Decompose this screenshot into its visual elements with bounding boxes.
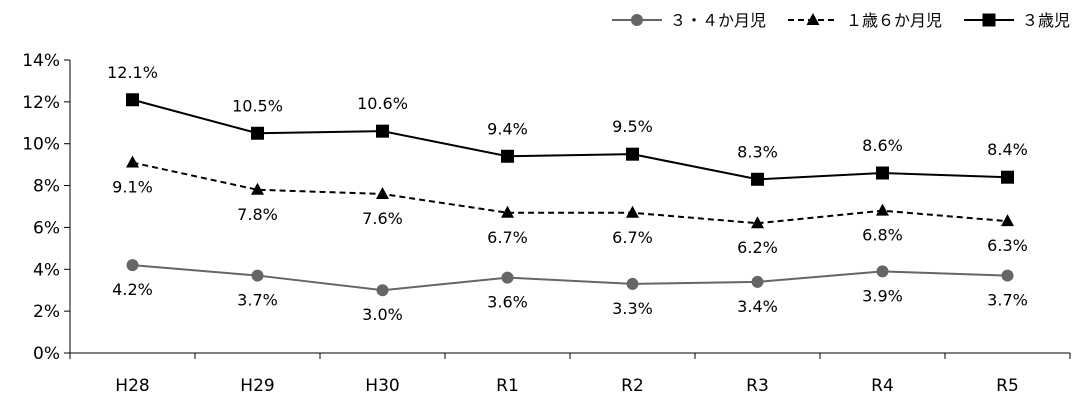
data-label: 8.3% [737, 142, 778, 161]
data-label: 4.2% [112, 280, 153, 299]
x-tick-label: R5 [996, 376, 1019, 396]
data-label: 6.7% [487, 228, 528, 247]
y-tick-label: 4% [33, 260, 60, 280]
data-point [251, 269, 264, 282]
data-point [1001, 214, 1014, 227]
legend-swatch-marker [806, 13, 820, 25]
legend-label: １歳６か月児 [846, 11, 942, 30]
data-point [626, 147, 639, 161]
legend-label: ３・４か月児 [670, 11, 766, 30]
data-point [376, 124, 389, 138]
y-axis: 0% 2% 4% 6% 8% 10% 12% 14% [22, 51, 71, 364]
legend: ３歳児 １歳６か月児 ３・４か月児 [611, 11, 1070, 30]
x-tick-label: R2 [621, 376, 644, 396]
x-axis: H28 H29 H30 R1 R2 R3 R4 R5 [69, 352, 1071, 396]
data-label: 6.3% [987, 236, 1028, 255]
data-label: 7.8% [237, 205, 278, 224]
data-point [876, 265, 889, 278]
legend-swatch-marker [982, 13, 996, 27]
data-point [751, 275, 764, 288]
series-layer [126, 93, 1014, 297]
data-point [501, 149, 514, 163]
data-point [626, 277, 639, 290]
x-tick-label: H30 [365, 376, 399, 396]
data-point [501, 271, 514, 284]
y-tick-label: 12% [22, 93, 60, 113]
data-label: 3.7% [237, 291, 278, 310]
x-tick-label: R4 [871, 376, 894, 396]
data-label: 6.2% [737, 238, 778, 257]
data-point [126, 259, 139, 272]
legend-label: ３歳児 [1022, 11, 1070, 30]
data-label: 3.6% [487, 293, 528, 312]
series-1 [126, 155, 1014, 229]
data-point [751, 172, 764, 186]
data-label: 3.3% [612, 299, 653, 318]
y-tick-label: 8% [33, 177, 60, 197]
data-label: 10.5% [232, 96, 283, 115]
data-label: 8.4% [987, 140, 1028, 159]
data-point [1001, 170, 1014, 184]
data-point [126, 155, 139, 168]
data-point [751, 216, 764, 229]
data-point [1001, 269, 1014, 282]
x-tick-label: R3 [746, 376, 769, 396]
data-label: 10.6% [357, 94, 408, 113]
data-point [251, 182, 264, 195]
series-line [132, 161, 1008, 225]
series-line [132, 264, 1008, 292]
x-tick-label: H29 [240, 376, 274, 396]
series-0 [126, 259, 1014, 297]
data-point [376, 186, 389, 199]
data-label: 9.1% [112, 178, 153, 197]
y-tick-label: 14% [22, 51, 60, 71]
x-tick-label: R1 [496, 376, 519, 396]
data-labels: 4.2% 3.7% 3.0% 3.6% 3.3% 3.4% 3.9% 3.7% 9.1% 7.8%… [107, 63, 1028, 324]
data-label: 9.5% [612, 117, 653, 136]
y-tick-label: 6% [33, 218, 60, 238]
data-label: 6.7% [612, 228, 653, 247]
y-tick-label: 2% [33, 302, 60, 322]
data-point [501, 205, 514, 218]
data-label: 3.4% [737, 297, 778, 316]
data-label: 9.4% [487, 119, 528, 138]
data-point [876, 166, 889, 180]
data-label: 3.0% [362, 305, 403, 324]
data-point [251, 126, 264, 140]
data-label: 12.1% [107, 63, 158, 82]
data-point [376, 284, 389, 297]
data-label: 8.6% [862, 136, 903, 155]
x-tick-label: H28 [115, 376, 149, 396]
y-tick-label: 0% [33, 344, 60, 364]
data-label: 6.8% [862, 226, 903, 245]
data-label: 3.7% [987, 291, 1028, 310]
y-tick-label: 10% [22, 135, 60, 155]
series-2 [126, 93, 1014, 186]
data-point [876, 203, 889, 216]
legend-swatch-marker [630, 14, 643, 26]
data-label: 7.6% [362, 209, 403, 228]
data-label: 3.9% [862, 286, 903, 305]
data-point [126, 93, 139, 107]
data-point [626, 205, 639, 218]
series-line [132, 98, 1008, 181]
